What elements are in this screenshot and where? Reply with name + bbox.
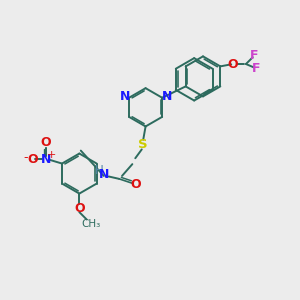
Text: F: F [252,62,260,75]
Text: O: O [227,58,238,70]
Text: H: H [95,164,103,177]
Text: O: O [40,136,51,148]
Text: -: - [24,151,28,164]
Text: S: S [138,138,148,151]
Text: N: N [161,90,172,104]
Text: O: O [27,153,38,166]
Text: O: O [130,178,141,191]
Text: N: N [40,153,51,166]
Text: CH₃: CH₃ [81,219,100,229]
Text: F: F [250,49,259,62]
Text: +: + [46,150,56,160]
Text: N: N [119,90,130,104]
Text: N: N [99,168,109,181]
Text: O: O [74,202,85,215]
